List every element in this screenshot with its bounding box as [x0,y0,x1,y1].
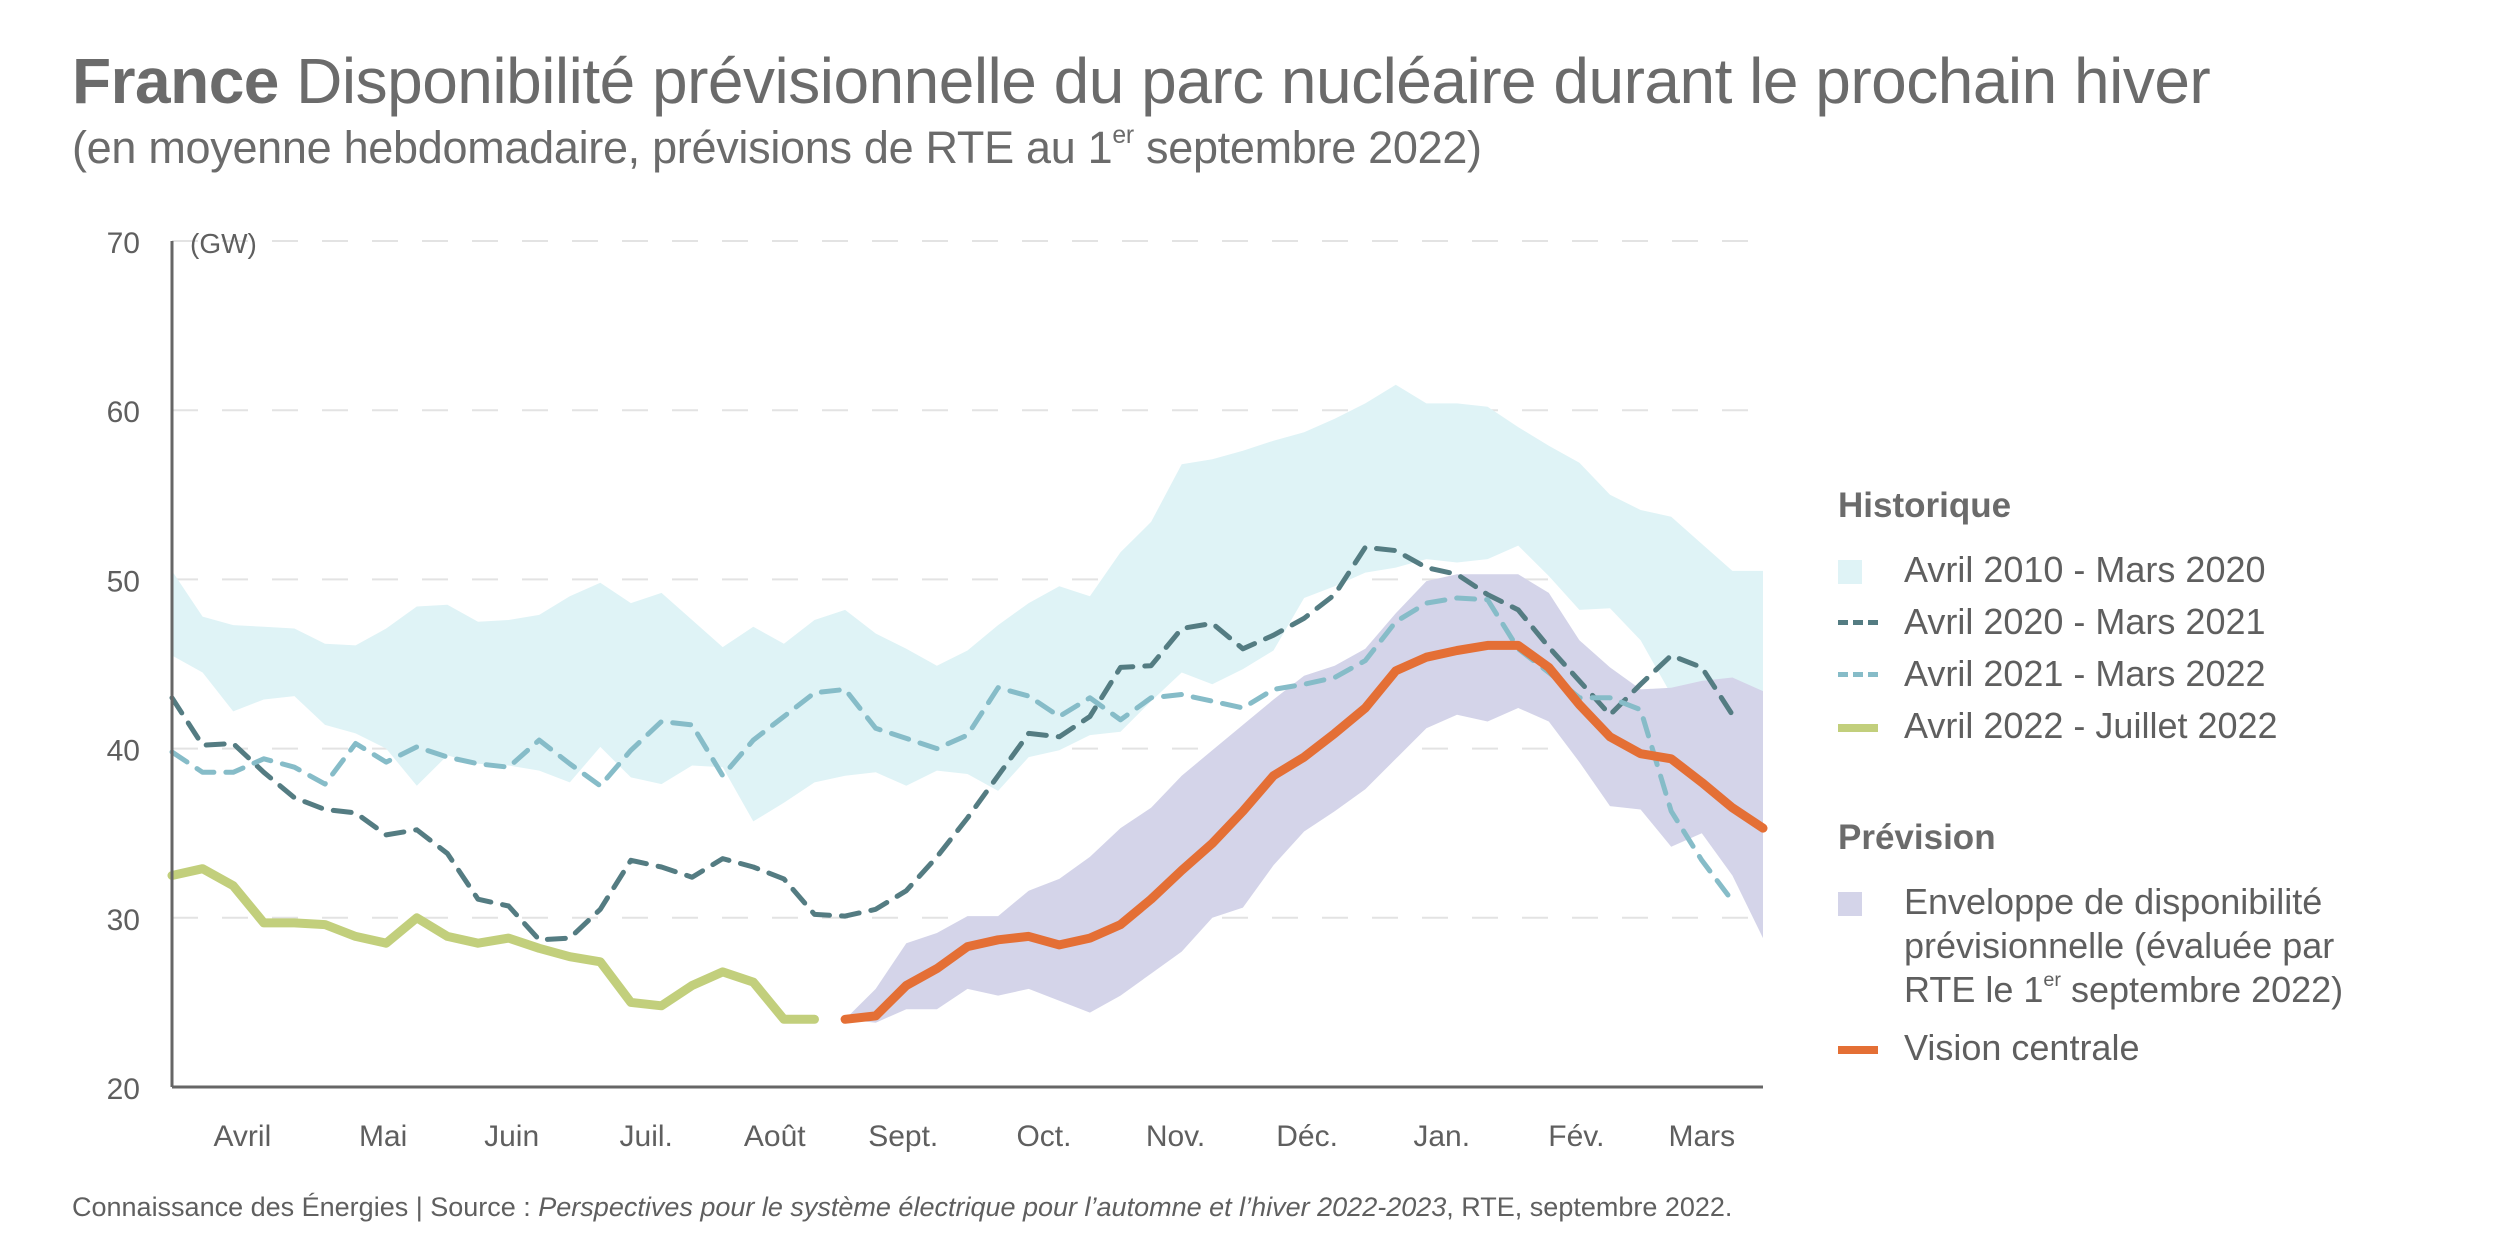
y-tick-label-70: 70 [107,227,140,260]
legend-label-line3: RTE le 1er septembre 2022) [1904,968,2478,1012]
legend-swatch-2022 [1838,724,1878,732]
legend-label: Avril 2021 - Mars 2022 [1904,653,2266,694]
series-line-2022 [167,864,819,1024]
x-tick-label-mai: Mai [359,1120,407,1153]
legend-label: Avril 2022 - Juillet 2022 [1904,705,2278,746]
series-lines [167,544,1768,1024]
legend-heading-prevision: Prévision [1838,818,1996,857]
series-line-2020-2021 [169,544,1735,943]
legend-label: Avril 2020 - Mars 2021 [1904,601,2266,642]
footer-report-title: Perspectives pour le système électrique … [538,1192,1447,1222]
x-tick-label-oct: Oct. [1016,1120,1071,1153]
x-tick-label-sept: Sept. [868,1120,938,1153]
x-tick-label-aot: Août [744,1120,806,1153]
x-tick-label-déc: Déc. [1276,1120,1338,1153]
chart-subtitle: (en moyenne hebdomadaire, prévisions de … [72,122,1482,174]
legend-swatch-central [1838,1046,1878,1054]
tick-labels: 20 30 40 50 60 70 (GW) Avril Mai Juin Juil. Août Sep… [107,227,1736,1153]
chart-title: France Disponibilité prévisionnelle du p… [72,44,2211,118]
y-tick-label-60: 60 [107,396,140,429]
forecast-envelope-band [845,574,1763,1023]
legend-item-2022: Avril 2022 - Juillet 2022 [1838,704,2478,748]
legend-label-line1: Enveloppe de disponibilité [1904,881,2323,922]
legend-heading-historique: Historique [1838,486,2012,525]
series-line-2021-2022 [169,595,1735,904]
x-tick-label-avril: Avril [213,1120,271,1153]
x-tick-label-fév: Fév. [1548,1120,1604,1153]
historic-band-2010-2020 [172,384,1763,822]
subtitle-pre: (en moyenne hebdomadaire, prévisions de … [72,122,1113,173]
source-footer: Connaissance des Énergies | Source : Per… [72,1192,1732,1223]
legend-label-line3-pre: RTE le 1 [1904,969,2044,1010]
x-tick-label-jan: Jan. [1413,1120,1470,1153]
series-line-vision-centrale [840,640,1768,1024]
legend-item-2021: Avril 2021 - Mars 2022 [1838,652,2478,696]
bands [172,384,1763,1023]
legend-swatch-hist-band [1838,560,1862,584]
subtitle-sup: er [1112,122,1134,150]
legend-swatch-2020 [1838,620,1878,625]
x-tick-label-nov: Nov. [1146,1120,1205,1153]
footer-post: , RTE, septembre 2022. [1446,1192,1733,1222]
legend: Historique Avril 2010 - Mars 2020 Avril … [1838,486,2478,1078]
legend-label: Vision centrale [1904,1027,2140,1068]
legend-swatch-forecast-band [1838,892,1862,916]
footer-pre: Connaissance des Énergies | Source : [72,1192,539,1222]
x-tick-label-juil: Juil. [620,1120,673,1153]
x-tick-label-mars: Mars [1668,1120,1735,1153]
legend-item-2020: Avril 2020 - Mars 2021 [1838,600,2478,644]
title-text: Disponibilité prévisionnelle du parc nuc… [278,45,2211,117]
legend-item-hist-band: Avril 2010 - Mars 2020 [1838,548,2478,592]
legend-label-line3-post: septembre 2022) [2061,969,2344,1010]
subtitle-post: septembre 2022) [1133,122,1482,173]
legend-item-forecast-band: Enveloppe de disponibilité prévisionnell… [1838,880,2478,1012]
axes [170,241,1763,1089]
y-tick-label-50: 50 [107,565,140,598]
title-country: France [72,45,279,117]
y-tick-label-40: 40 [107,735,140,768]
x-tick-label-juin: Juin [484,1120,539,1153]
y-tick-label-30: 30 [107,904,140,937]
y-tick-label-20: 20 [107,1073,140,1106]
legend-label-line2: prévisionnelle (évaluée par [1904,925,2335,966]
y-axis-unit-label: (GW) [190,228,257,259]
legend-item-central: Vision centrale [1838,1026,2478,1070]
legend-swatch-2021 [1838,672,1878,677]
legend-label-sup: er [2043,969,2061,992]
legend-label: Avril 2010 - Mars 2020 [1904,549,2266,590]
